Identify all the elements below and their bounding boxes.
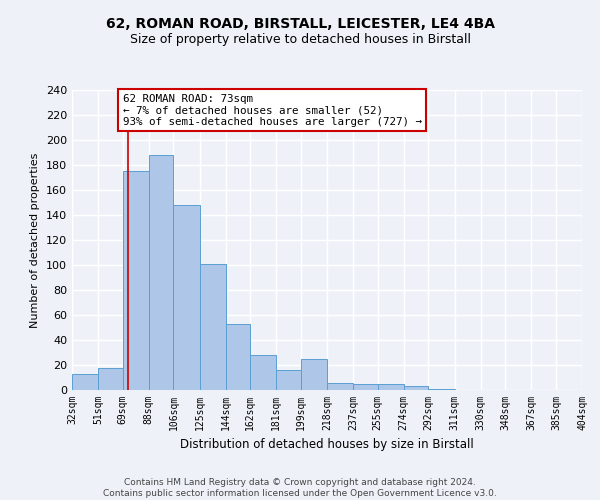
Bar <box>353 384 378 390</box>
Y-axis label: Number of detached properties: Number of detached properties <box>31 152 40 328</box>
Bar <box>428 389 455 390</box>
Bar <box>199 264 226 390</box>
Bar <box>72 374 98 390</box>
X-axis label: Distribution of detached houses by size in Birstall: Distribution of detached houses by size … <box>180 438 474 452</box>
Bar <box>404 386 428 390</box>
Text: Size of property relative to detached houses in Birstall: Size of property relative to detached ho… <box>130 32 470 46</box>
Bar <box>149 155 173 390</box>
Bar <box>226 324 250 390</box>
Bar <box>301 359 327 390</box>
Bar <box>250 355 276 390</box>
Text: 62, ROMAN ROAD, BIRSTALL, LEICESTER, LE4 4BA: 62, ROMAN ROAD, BIRSTALL, LEICESTER, LE4… <box>106 18 494 32</box>
Bar <box>276 370 301 390</box>
Bar <box>173 205 200 390</box>
Text: Contains HM Land Registry data © Crown copyright and database right 2024.
Contai: Contains HM Land Registry data © Crown c… <box>103 478 497 498</box>
Bar <box>98 368 123 390</box>
Text: 62 ROMAN ROAD: 73sqm
← 7% of detached houses are smaller (52)
93% of semi-detach: 62 ROMAN ROAD: 73sqm ← 7% of detached ho… <box>123 94 422 127</box>
Bar <box>123 171 149 390</box>
Bar <box>327 382 353 390</box>
Bar <box>378 384 404 390</box>
